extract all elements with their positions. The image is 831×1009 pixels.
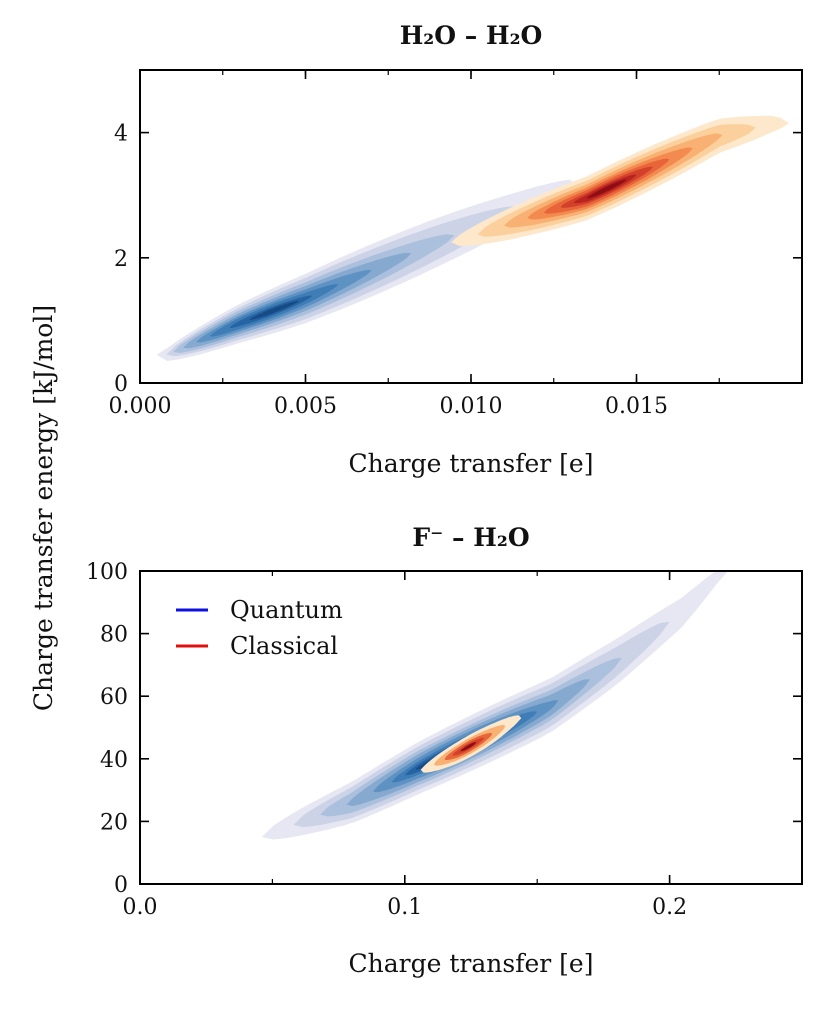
legend-label-classical: Classical xyxy=(230,632,338,660)
panel-1-title: H₂O – H₂O xyxy=(400,21,543,50)
contour-band-classical-4 xyxy=(460,742,477,752)
panel-2-xlabel: Charge transfer [e] xyxy=(349,949,594,978)
x-tick-label: 0.0 xyxy=(123,895,158,920)
panel-1-plot-area xyxy=(156,115,789,361)
y-tick-label: 60 xyxy=(100,685,128,710)
series-classical-density xyxy=(420,715,522,773)
y-tick-label: 0 xyxy=(114,873,128,898)
y-tick-label: 20 xyxy=(100,810,128,835)
legend: Quantum Classical xyxy=(176,596,343,660)
panel-1-axes: 0.000 0.005 0.010 0.015 0 2 4 xyxy=(109,69,803,419)
legend-label-quantum: Quantum xyxy=(230,596,343,624)
contour-band-classical-7 xyxy=(586,179,627,199)
panel-2-axes: 0.0 0.1 0.2 0 20 40 60 80 100 xyxy=(86,560,803,920)
y-tick-label: 40 xyxy=(100,748,128,773)
panel-2-plot-area xyxy=(261,571,728,840)
contour-band-quantum-7 xyxy=(249,300,299,320)
plot-frame xyxy=(139,570,803,885)
x-tick-label: 0.005 xyxy=(274,394,337,419)
x-tick-label: 0.010 xyxy=(440,394,503,419)
figure-ylabel: Charge transfer energy [kJ/mol] xyxy=(29,305,58,711)
x-tick-label: 0.1 xyxy=(387,895,422,920)
series-quantum-density xyxy=(156,179,581,361)
y-tick-label: 80 xyxy=(100,623,128,648)
panel-h2o-h2o: H₂O – H₂O 0.000 0.005 0.010 0.015 0 2 4 Charge… xyxy=(109,21,803,478)
panel-f-h2o: F⁻ – H₂O 0.0 0.1 0.2 0 20 40 60 80 100 Charge tr… xyxy=(86,523,803,978)
panel-2-title: F⁻ – H₂O xyxy=(412,523,529,552)
y-tick-label: 4 xyxy=(114,122,128,147)
x-tick-label: 0.015 xyxy=(605,394,668,419)
y-tick-label: 100 xyxy=(86,560,128,585)
x-tick-label: 0.2 xyxy=(652,895,687,920)
series-classical-density xyxy=(451,115,789,246)
y-tick-label: 0 xyxy=(114,372,128,397)
panel-1-xlabel: Charge transfer [e] xyxy=(349,449,594,478)
y-tick-label: 2 xyxy=(114,247,128,272)
x-tick-label: 0.000 xyxy=(109,394,172,419)
